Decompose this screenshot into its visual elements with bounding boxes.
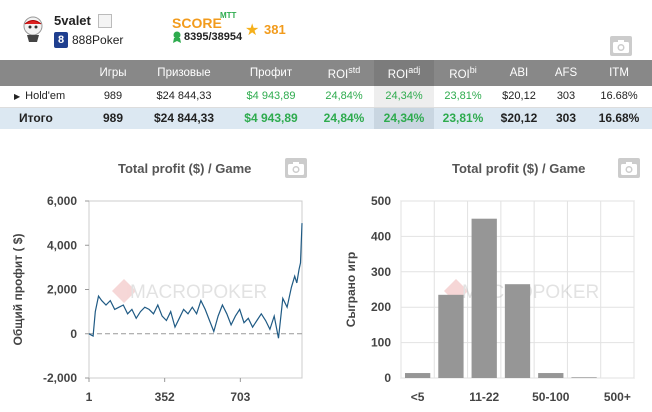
rank-icon	[173, 31, 181, 43]
cell-prizes: $24 844,33	[140, 107, 228, 129]
y-tick-label: 100	[371, 336, 391, 350]
profile-flag-icon[interactable]	[98, 14, 112, 28]
x-tick-label: 500+	[604, 390, 631, 404]
stats-table: Игры Призовые Профит ROIstd ROIadj ROIbi…	[0, 60, 652, 129]
star-icon: ★	[245, 22, 260, 39]
cell-roi-bi: 23,81%	[434, 107, 492, 129]
watermark-group: MACROPOKER	[112, 279, 267, 303]
col-header-profit[interactable]: Профит	[228, 60, 314, 86]
y-tick-label: 0	[384, 371, 391, 385]
poker-room-name[interactable]: 888Poker	[72, 33, 124, 47]
col-header-afs[interactable]: AFS	[546, 60, 586, 86]
chart1-screenshot-button[interactable]	[285, 158, 307, 178]
cell-itm: 16.68%	[586, 107, 652, 129]
cell-profit: $4 943,89	[228, 107, 314, 129]
y-axis-label: Общий профит ( $)	[11, 234, 25, 346]
chart2-screenshot-button[interactable]	[618, 158, 640, 178]
username[interactable]: 5valet	[54, 13, 91, 28]
col-header-prizes[interactable]: Призовые	[140, 60, 228, 86]
cell-roi-adj: 24,34%	[374, 86, 434, 108]
bar-<5	[404, 373, 431, 378]
profit-line-chart: MACROPOKER -2,000 0 2,000 4,000 6,000 1 352 703 О…	[11, 194, 303, 404]
col-header-roi-std[interactable]: ROIstd	[314, 60, 374, 86]
col-header-abi[interactable]: ABI	[492, 60, 546, 86]
col-header-roi-bi[interactable]: ROIbi	[434, 60, 492, 86]
x-tick-label: 50-100	[532, 390, 570, 404]
x-tick-label: 703	[230, 390, 250, 404]
cell-profit: $4 943,89	[228, 86, 314, 108]
row-label-text: Итого	[19, 111, 53, 126]
col-header-games[interactable]: Игры	[86, 60, 140, 86]
y-tick-label: -2,000	[43, 371, 77, 385]
cell-games: 989	[86, 86, 140, 108]
watermark-text: MACROPOKER	[130, 282, 267, 303]
bar-22-50	[504, 284, 531, 378]
row-label: Итого	[0, 107, 86, 129]
avatar[interactable]	[20, 15, 46, 43]
roi-bi-sup: bi	[469, 65, 477, 76]
row-label[interactable]: ▶ Hold'em	[0, 86, 86, 108]
cell-roi-adj: 24,34%	[374, 107, 434, 129]
y-tick-label: 6,000	[47, 194, 77, 208]
table-row-total: Итого 989 $24 844,33 $4 943,89 24,84% 24…	[0, 107, 652, 129]
cell-afs: 303	[546, 86, 586, 108]
cell-roi-std: 24,84%	[314, 107, 374, 129]
cell-itm: 16.68%	[586, 86, 652, 108]
cell-afs: 303	[546, 107, 586, 129]
roi-std-label: ROI	[327, 68, 349, 81]
score-title: SCORE	[172, 15, 222, 31]
chart1-title: Total profit ($) / Game	[118, 161, 252, 176]
watermark-logo-icon	[112, 279, 136, 303]
y-tick-label: 200	[371, 300, 391, 314]
cell-roi-bi: 23,81%	[434, 86, 492, 108]
star-points: 381	[264, 22, 286, 37]
col-header-itm[interactable]: ITM	[586, 60, 652, 86]
bar-100-500	[571, 377, 597, 378]
y-tick-label: 4,000	[47, 238, 77, 252]
y-tick-label: 500	[371, 194, 391, 208]
col-header-type[interactable]	[0, 60, 86, 86]
camera-icon	[613, 40, 629, 53]
cell-prizes: $24 844,33	[140, 86, 228, 108]
col-header-roi-adj[interactable]: ROIadj	[374, 60, 434, 86]
expand-arrow-icon[interactable]: ▶	[14, 92, 21, 102]
row-label-text: Hold'em	[25, 90, 66, 103]
cell-abi: $20,12	[492, 86, 546, 108]
cell-games: 989	[86, 107, 140, 129]
table-screenshot-button[interactable]	[610, 36, 632, 56]
camera-icon	[288, 162, 304, 175]
rank-position: 8395/38954	[184, 31, 243, 43]
cell-abi: $20,12	[492, 107, 546, 129]
profit-series-line	[88, 223, 303, 339]
score-format-badge: MTT	[220, 11, 237, 20]
bar-11-22	[471, 218, 497, 378]
y-axis-label: Сыграно игр	[344, 252, 358, 328]
x-tick-label: <5	[411, 390, 425, 404]
x-tick-label: 1	[86, 390, 93, 404]
roi-adj-label: ROI	[387, 68, 409, 81]
poker-room-icon: 8	[54, 32, 68, 48]
x-tick-label: 352	[155, 390, 175, 404]
y-tick-label: 300	[371, 265, 391, 279]
table-header-row: Игры Призовые Профит ROIstd ROIadj ROIbi…	[0, 60, 652, 86]
bar-5-11	[438, 294, 464, 378]
cell-roi-std: 24,84%	[314, 86, 374, 108]
y-tick-label: 0	[70, 327, 77, 341]
camera-icon	[621, 162, 637, 175]
x-tick-label: 11-22	[469, 390, 499, 404]
y-tick-label: 2,000	[47, 283, 77, 297]
y-tick-label: 400	[371, 229, 391, 243]
roi-std-sup: std	[348, 65, 361, 76]
roi-bi-label: ROI	[449, 68, 470, 81]
roi-adj-sup: adj	[408, 65, 421, 76]
chart1-plot-area	[88, 200, 303, 379]
bar-50-100	[538, 373, 564, 378]
table-row-holdem[interactable]: ▶ Hold'em 989 $24 844,33 $4 943,89 24,84%…	[0, 86, 652, 108]
chart2-title: Total profit ($) / Game	[452, 161, 586, 176]
